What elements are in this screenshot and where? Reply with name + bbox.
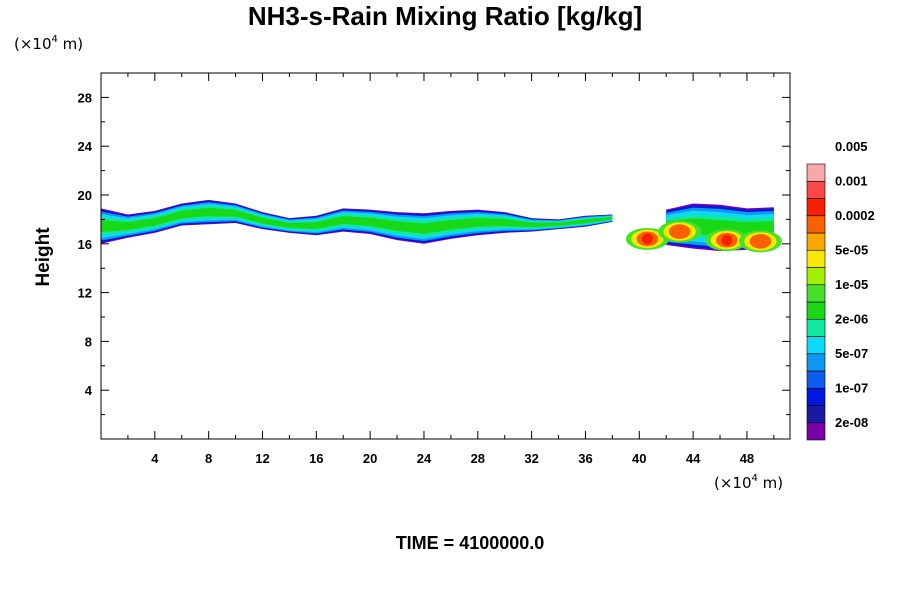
colorbar-swatch (806, 232, 826, 251)
colorbar-swatch (806, 405, 826, 424)
y-tick-label: 12 (78, 286, 92, 301)
colorbar-swatch (806, 318, 826, 337)
colorbar-label: 0.001 (835, 173, 868, 188)
x-tick-label: 20 (363, 451, 377, 466)
x-tick-label: 8 (205, 451, 212, 466)
colorbar-swatch (806, 353, 826, 372)
y-axis-label: Height (33, 227, 54, 287)
y-tick-label: 8 (85, 334, 92, 349)
y-tick-label: 4 (85, 383, 93, 398)
colorbar-swatch (806, 336, 826, 355)
colorbar-label: 0.005 (835, 139, 868, 154)
colorbar-legend: 2e-08 1e-07 5e-07 2e-06 1e-05 5e-05 0.0002 0.00… (806, 139, 875, 441)
colorbar-swatch (806, 370, 826, 389)
time-label: TIME = 4100000.0 (396, 533, 545, 553)
colorbar-swatch (806, 267, 826, 286)
plot-area (101, 199, 782, 253)
colorbar-swatch (806, 301, 826, 320)
colorbar-swatch (806, 180, 826, 199)
colorbar-label: 2e-06 (835, 311, 868, 326)
x-tick-label: 32 (524, 451, 538, 466)
y-tick-label: 24 (78, 139, 93, 154)
colorbar-label: 0.0002 (835, 208, 875, 223)
mixing-ratio-core (721, 234, 733, 246)
mixing-ratio-core (674, 226, 686, 238)
x-tick-label: 12 (255, 451, 269, 466)
x-tick-label: 28 (471, 451, 485, 466)
x-tick-label: 36 (578, 451, 592, 466)
colorbar-label: 2e-08 (835, 415, 868, 430)
x-tick-label: 4 (151, 451, 159, 466)
y-tick-label: 20 (78, 188, 92, 203)
y-tick-label: 28 (78, 90, 92, 105)
colorbar-swatch (806, 215, 826, 234)
chart-title: NH3-s-Rain Mixing Ratio [kg/kg] (248, 1, 642, 31)
colorbar-swatch (806, 198, 826, 217)
x-tick-label: 40 (632, 451, 646, 466)
y-axis: 4 8 12 16 20 24 28 (78, 90, 790, 416)
x-axis: 4 8 12 16 20 24 28 32 36 40 44 48 (127, 73, 775, 466)
colorbar-swatch (806, 284, 826, 303)
colorbar-swatch (806, 163, 826, 182)
mixing-ratio-band (101, 207, 613, 234)
mixing-ratio-core (755, 235, 766, 247)
colorbar-label: 5e-05 (835, 242, 868, 257)
mixing-ratio-cores (625, 220, 782, 253)
x-tick-label: 44 (686, 451, 701, 466)
colorbar-label: 1e-07 (835, 380, 868, 395)
x-tick-label: 24 (417, 451, 432, 466)
colorbar-swatch (806, 422, 826, 441)
y-axis-unit: (×104 m) (14, 34, 83, 53)
colorbar-swatch (806, 249, 826, 268)
colorbar-label: 5e-07 (835, 346, 868, 361)
colorbar-swatch (806, 387, 826, 406)
colorbar-label: 1e-05 (835, 277, 868, 292)
x-tick-label: 16 (309, 451, 323, 466)
y-tick-label: 16 (78, 237, 92, 252)
x-tick-label: 48 (740, 451, 754, 466)
x-axis-unit: (×104 m) (714, 473, 783, 492)
plot-frame (100, 72, 791, 440)
mixing-ratio-core (641, 233, 653, 245)
